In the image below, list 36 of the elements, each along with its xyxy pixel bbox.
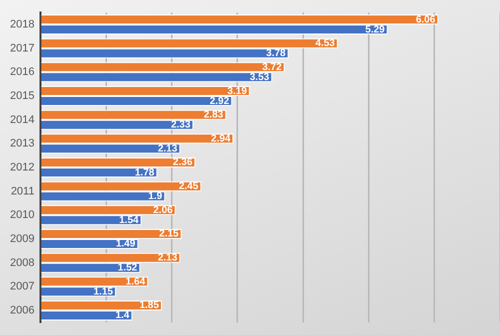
y-tick-label: 2018 <box>10 18 34 31</box>
y-tick-label: 2009 <box>10 233 34 246</box>
data-label: 2.83 <box>204 110 224 121</box>
data-label: 6.06 <box>416 14 436 26</box>
data-label: 1.54 <box>119 214 139 226</box>
data-label: 2.13 <box>158 143 178 154</box>
data-label: 2.06 <box>153 204 174 216</box>
data-label: 4.53 <box>315 38 336 50</box>
data-label: 2.94 <box>211 133 231 144</box>
y-tick-label: 2013 <box>10 138 34 150</box>
data-label: 2.92 <box>210 96 230 107</box>
y-tick-label: 2014 <box>10 114 34 126</box>
data-label: 1.49 <box>116 238 136 250</box>
y-tick-label: 2011 <box>10 185 34 198</box>
data-label: 3.72 <box>262 62 282 73</box>
data-label: 1.9 <box>148 191 163 202</box>
y-tick-label: 2008 <box>10 256 34 269</box>
y-tick-label: 2017 <box>10 42 34 54</box>
y-tick-label: 2012 <box>10 162 34 174</box>
data-label: 2.13 <box>158 252 178 264</box>
data-label: 1.52 <box>118 262 138 274</box>
data-label: 2.45 <box>178 181 199 192</box>
data-label: 1.15 <box>93 286 114 298</box>
data-label: 3.19 <box>227 86 248 97</box>
data-label: 2.33 <box>170 120 191 131</box>
data-label: 5.29 <box>365 24 386 36</box>
data-label: 1.78 <box>134 167 155 178</box>
y-tick-label: 2015 <box>10 90 34 102</box>
data-label: 3.53 <box>250 72 270 83</box>
data-label: 1.4 <box>115 310 130 322</box>
data-label: 3.78 <box>266 48 286 60</box>
y-tick-label: 2016 <box>10 66 34 78</box>
y-tick-label: 2007 <box>10 280 34 293</box>
y-tick-label: 2006 <box>10 304 34 317</box>
y-tick-label: 2010 <box>10 209 34 222</box>
data-label: 1.64 <box>126 276 146 288</box>
